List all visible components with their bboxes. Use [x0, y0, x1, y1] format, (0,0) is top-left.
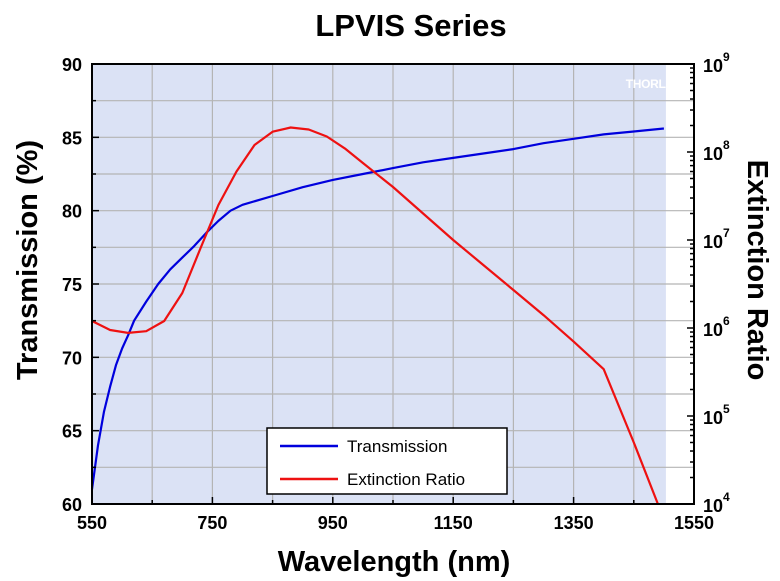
y-tick-label: 80: [62, 202, 82, 222]
y-tick-label: 65: [62, 422, 82, 442]
y2-tick-label: 109: [703, 50, 730, 76]
y2-tick-label: 107: [703, 226, 730, 252]
y2-tick-label: 104: [703, 490, 730, 516]
y-tick-label: 60: [62, 495, 82, 515]
y2-tick-label: 108: [703, 138, 730, 164]
axis-ticks: [91, 63, 695, 505]
x-tick-label: 1150: [434, 513, 473, 533]
thorlabs-watermark: THORLABS: [626, 77, 691, 91]
y-tick-labels: 60 65 70 75 80 85 90: [62, 55, 82, 515]
legend-label-transmission: Transmission: [347, 437, 447, 456]
y-tick-label: 75: [62, 275, 82, 295]
series-line-transmission: [90, 127, 665, 490]
y2-axis-title: Extinction Ratio: [741, 160, 773, 381]
legend-label-extinction-ratio: Extinction Ratio: [347, 470, 465, 489]
chart-title: LPVIS Series: [315, 8, 506, 43]
series-line-extinction-ratio: [91, 126, 659, 505]
x-tick-label: 1350: [554, 513, 594, 533]
x-tick-labels: 550 750 950 1150 1350 1550: [77, 513, 714, 533]
x-tick-label: 750: [197, 513, 227, 533]
x-tick-label: 950: [318, 513, 348, 533]
legend-box: [266, 427, 508, 495]
x-axis-title: Wavelength (nm): [278, 546, 511, 578]
y2-tick-label: 105: [703, 402, 730, 428]
legend: Transmission Extinction Ratio: [266, 427, 508, 495]
series-layer: [90, 126, 665, 505]
y-axis-title: Transmission (%): [12, 140, 44, 380]
x-tick-label: 550: [77, 513, 107, 533]
x-tick-label: 1550: [674, 513, 714, 533]
grid-lines: [92, 64, 694, 504]
y-tick-label: 70: [62, 348, 82, 368]
y-tick-label: 90: [62, 55, 82, 75]
y2-tick-labels: 104 105 106 107 108 109: [703, 50, 730, 516]
y-tick-label: 85: [62, 128, 82, 148]
y2-tick-label: 106: [703, 314, 730, 340]
